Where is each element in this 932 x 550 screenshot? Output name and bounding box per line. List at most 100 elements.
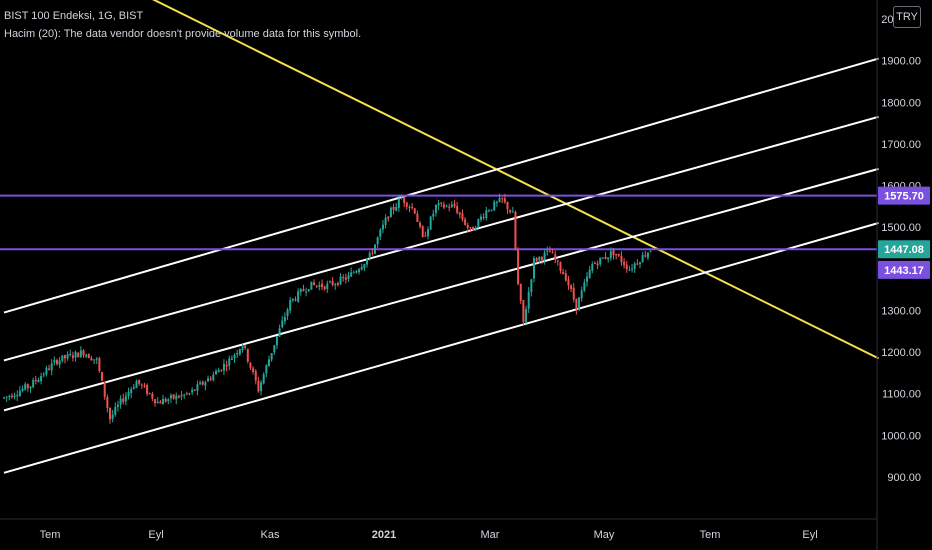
candle [116, 400, 119, 412]
candle [299, 288, 302, 296]
candle [98, 356, 101, 373]
candle [352, 270, 355, 274]
candle [156, 397, 159, 404]
candle [358, 267, 361, 275]
candle [477, 218, 480, 229]
candle [326, 280, 329, 293]
candle [442, 201, 445, 210]
candle [3, 396, 5, 400]
candle [61, 355, 64, 363]
candle [146, 383, 149, 397]
candle [40, 372, 43, 385]
candle [538, 256, 541, 264]
channel-2[interactable] [3, 115, 879, 362]
yellow-trendline[interactable] [115, 0, 879, 360]
y-tick-label: 1800.00 [881, 97, 921, 109]
candle [37, 377, 40, 383]
x-axis[interactable]: Tem Eyl Kas 2021 Mar May Tem Eyl [40, 529, 818, 541]
candle [191, 387, 194, 396]
candle [427, 226, 429, 240]
candle [604, 252, 607, 260]
candle [450, 201, 453, 208]
candle [140, 383, 143, 389]
candle [517, 247, 520, 286]
price-badge: 1447.08 [878, 240, 930, 259]
candle [501, 197, 504, 204]
candle [95, 356, 98, 365]
price-badge-label: 1447.08 [884, 244, 924, 256]
candle [130, 386, 133, 399]
candle [336, 281, 339, 287]
candle [34, 375, 37, 385]
candle [596, 260, 599, 270]
candle [543, 249, 546, 265]
candle [63, 354, 66, 364]
candle [625, 260, 628, 273]
candle [212, 371, 215, 382]
candle [397, 194, 400, 212]
candle [480, 213, 482, 222]
candle [233, 353, 236, 363]
candle [347, 271, 350, 282]
price-badge-label: 1443.17 [884, 265, 924, 277]
candle [588, 266, 591, 279]
channel-4[interactable] [3, 222, 879, 474]
candle [498, 193, 501, 203]
candle [580, 286, 583, 302]
candle [5, 396, 8, 402]
candle [461, 209, 464, 222]
candle [310, 281, 313, 290]
candle [617, 253, 620, 258]
y-tick-label: 1000.00 [881, 430, 921, 442]
candle [411, 202, 414, 210]
candle [244, 345, 247, 350]
candle [445, 204, 448, 208]
candle [416, 210, 419, 222]
candle [103, 381, 106, 400]
candle [456, 201, 459, 215]
candle [162, 394, 164, 405]
candle [185, 391, 188, 396]
channel-1[interactable] [3, 57, 879, 314]
candle [66, 351, 69, 361]
candle [10, 393, 13, 399]
candle [429, 215, 432, 231]
candle [464, 217, 467, 226]
candle [154, 398, 157, 407]
candle [127, 387, 130, 400]
candle [246, 348, 249, 364]
candle [119, 395, 122, 409]
candle [564, 269, 567, 282]
candle [342, 274, 345, 282]
candle [50, 359, 53, 376]
candle [109, 407, 111, 424]
candle [556, 259, 559, 266]
candle [376, 236, 379, 249]
currency-button[interactable]: TRY [893, 6, 921, 28]
candle [318, 281, 321, 291]
candle [69, 349, 72, 357]
candle [313, 279, 316, 286]
candle [151, 391, 154, 402]
candle [490, 209, 493, 212]
candle [164, 397, 167, 403]
candle [199, 380, 202, 385]
candle [612, 247, 615, 260]
candle [90, 355, 93, 361]
candle [469, 227, 472, 233]
candle [599, 257, 602, 267]
candle [79, 346, 82, 358]
candle [495, 200, 498, 207]
candle [395, 202, 398, 212]
candle [615, 253, 618, 260]
candle [177, 394, 180, 399]
channel-3[interactable] [3, 167, 879, 412]
candle [132, 383, 135, 390]
x-tick-label: Tem [40, 529, 61, 541]
candle [384, 214, 387, 229]
candle [453, 199, 456, 209]
candle [315, 285, 318, 289]
candle [437, 199, 440, 211]
candle [487, 208, 490, 213]
